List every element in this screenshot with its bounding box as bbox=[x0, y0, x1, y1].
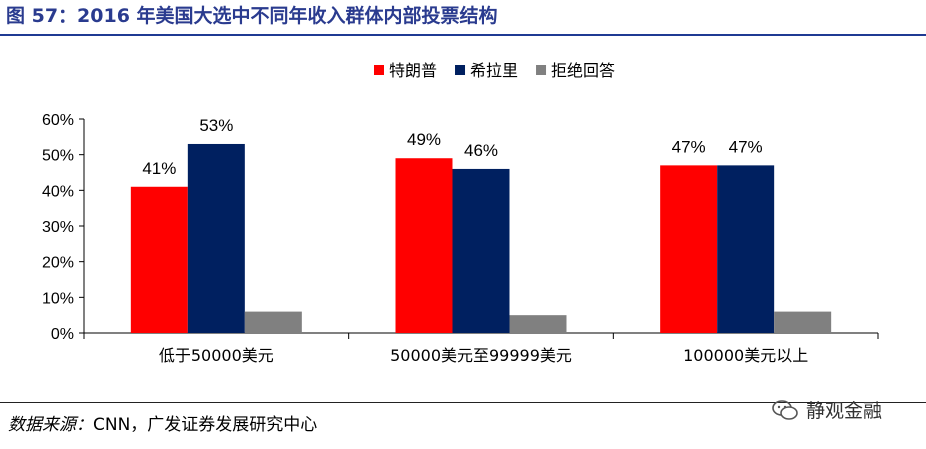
y-tick-label: 60% bbox=[42, 112, 74, 129]
bar-2-3 bbox=[717, 165, 775, 333]
legend-swatch bbox=[455, 65, 466, 75]
chart-legend: 特朗普 希拉里 拒绝回答 bbox=[374, 61, 615, 80]
y-tick-label: 40% bbox=[42, 183, 74, 200]
data-label: 47% bbox=[729, 137, 763, 156]
watermark: 静观金融 bbox=[772, 396, 882, 423]
x-category-label: 100000美元以上 bbox=[683, 346, 808, 365]
data-label: 46% bbox=[464, 141, 498, 160]
legend-label: 希拉里 bbox=[470, 61, 518, 80]
chart-bars bbox=[130, 143, 832, 333]
chart-data-labels: 41% 53% 49% 46% 47% 47% bbox=[142, 116, 762, 178]
y-tick-label: 10% bbox=[42, 290, 74, 307]
x-category-label: 低于50000美元 bbox=[159, 346, 274, 365]
legend-label: 拒绝回答 bbox=[551, 61, 615, 80]
source-note: 数据来源：CNN，广发证券发展研究中心 bbox=[8, 410, 317, 435]
chart-axes: 0% 10% 20% 30% 40% 50% 60% 低于50000美元 50000美元至999… bbox=[42, 112, 879, 365]
y-tick-label: 50% bbox=[42, 148, 74, 165]
data-label: 49% bbox=[407, 130, 441, 149]
data-label: 41% bbox=[142, 159, 176, 178]
legend-label: 特朗普 bbox=[389, 61, 437, 80]
bar-3-2 bbox=[509, 315, 567, 333]
footer-divider bbox=[0, 402, 926, 403]
x-category-label: 50000美元至99999美元 bbox=[390, 346, 572, 365]
wechat-icon bbox=[772, 399, 798, 420]
bar-1-1 bbox=[130, 186, 188, 333]
y-tick-label: 30% bbox=[42, 219, 74, 236]
bar-1-2 bbox=[395, 158, 453, 333]
bar-2-2 bbox=[452, 168, 510, 333]
source-label: 数据来源： bbox=[8, 415, 93, 435]
source-text: CNN，广发证券发展研究中心 bbox=[93, 415, 318, 435]
data-label: 53% bbox=[199, 116, 233, 135]
bar-1-3 bbox=[660, 165, 718, 333]
legend-swatch bbox=[536, 65, 547, 75]
bar-2-1 bbox=[187, 143, 245, 333]
y-tick-label: 0% bbox=[51, 326, 74, 343]
legend-swatch bbox=[374, 65, 384, 75]
bar-3-1 bbox=[244, 311, 302, 333]
bar-chart: 特朗普 希拉里 拒绝回答 0% 10% 20% 30% 40% 50% 60% 低于50000美元… bbox=[42, 61, 879, 365]
watermark-text: 静观金融 bbox=[806, 400, 883, 422]
bar-3-3 bbox=[774, 311, 832, 333]
title-divider bbox=[0, 34, 926, 36]
page-title: 图 57：2016 年美国大选中不同年收入群体内部投票结构 bbox=[6, 5, 498, 27]
data-label: 47% bbox=[672, 137, 706, 156]
y-tick-label: 20% bbox=[42, 255, 74, 272]
